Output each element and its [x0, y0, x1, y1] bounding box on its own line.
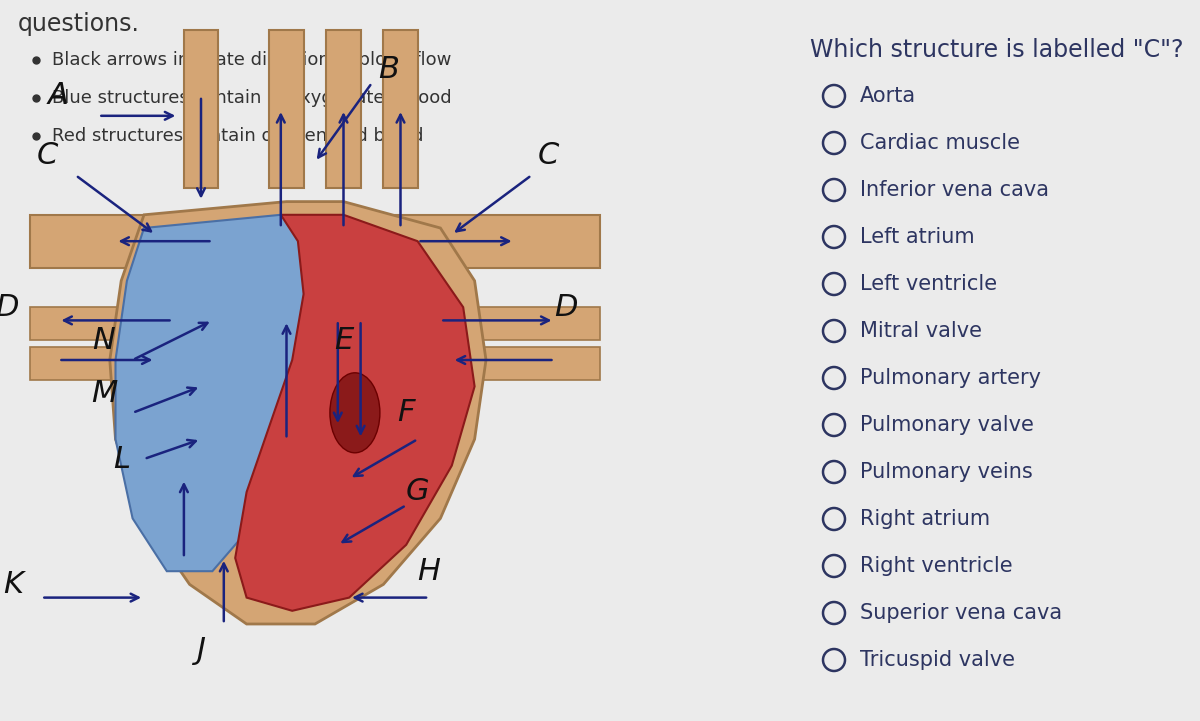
- Text: Red structures contain oxygenated blood: Red structures contain oxygenated blood: [52, 127, 424, 145]
- Text: Superior vena cava: Superior vena cava: [860, 603, 1062, 623]
- Text: Cardiac muscle: Cardiac muscle: [860, 133, 1020, 153]
- Text: J: J: [197, 636, 205, 665]
- Polygon shape: [269, 30, 304, 188]
- Text: Aorta: Aorta: [860, 86, 916, 106]
- Text: N: N: [92, 326, 115, 355]
- Text: Inferior vena cava: Inferior vena cava: [860, 180, 1049, 200]
- Text: Pulmonary artery: Pulmonary artery: [860, 368, 1042, 388]
- Polygon shape: [430, 307, 600, 340]
- Polygon shape: [235, 215, 475, 611]
- Polygon shape: [184, 30, 218, 188]
- Text: Which structure is labelled "C"?: Which structure is labelled "C"?: [810, 38, 1183, 62]
- Text: Left ventricle: Left ventricle: [860, 274, 997, 294]
- Text: Left atrium: Left atrium: [860, 227, 974, 247]
- Text: H: H: [418, 557, 440, 585]
- Polygon shape: [30, 215, 235, 267]
- Text: Right atrium: Right atrium: [860, 509, 990, 529]
- Text: Tricuspid valve: Tricuspid valve: [860, 650, 1015, 670]
- Text: L: L: [113, 445, 130, 474]
- Text: F: F: [397, 398, 415, 428]
- Polygon shape: [30, 347, 190, 380]
- Polygon shape: [430, 347, 600, 380]
- Text: Right ventricle: Right ventricle: [860, 556, 1013, 576]
- Text: Mitral valve: Mitral valve: [860, 321, 982, 341]
- Text: Pulmonary veins: Pulmonary veins: [860, 462, 1033, 482]
- Text: C: C: [36, 141, 58, 170]
- Text: Pulmonary valve: Pulmonary valve: [860, 415, 1034, 435]
- Text: D: D: [554, 293, 577, 322]
- Ellipse shape: [330, 373, 380, 453]
- Polygon shape: [384, 30, 418, 188]
- Text: Black arrows indicate direction of blood flow: Black arrows indicate direction of blood…: [52, 51, 451, 69]
- Polygon shape: [30, 307, 190, 340]
- Text: G: G: [406, 477, 430, 506]
- Text: K: K: [2, 570, 23, 599]
- Text: questions.: questions.: [18, 12, 140, 36]
- Polygon shape: [110, 202, 486, 624]
- Text: D: D: [0, 293, 19, 322]
- Polygon shape: [395, 215, 600, 267]
- Text: B: B: [379, 55, 400, 84]
- Polygon shape: [115, 215, 326, 571]
- Text: Blue structures contain deoxygenated blood: Blue structures contain deoxygenated blo…: [52, 89, 451, 107]
- Text: A: A: [48, 81, 68, 110]
- Text: E: E: [334, 326, 353, 355]
- Polygon shape: [326, 30, 360, 188]
- Text: C: C: [538, 141, 559, 170]
- Text: M: M: [91, 379, 118, 407]
